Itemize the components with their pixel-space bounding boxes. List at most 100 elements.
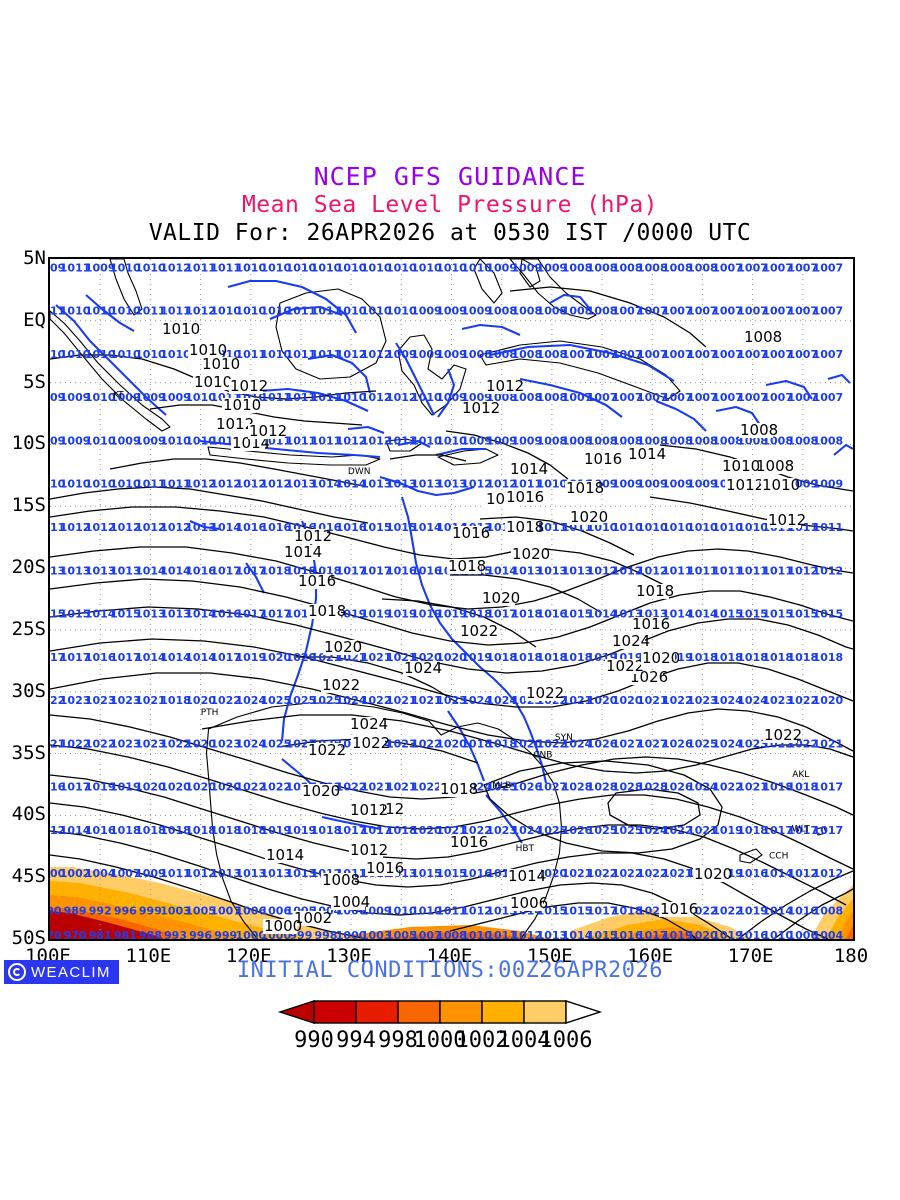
grid-pressure-value: 1008 [486, 348, 517, 361]
grid-pressure-value: 1013 [50, 564, 65, 577]
grid-pressure-value: 1020 [511, 737, 542, 750]
contour-label: 1012 [486, 377, 524, 395]
grid-pressure-value: 1019 [436, 608, 467, 621]
contour-label-group: 1014 [627, 445, 666, 463]
contour-label-group: 1016 [297, 572, 336, 590]
grid-pressure-value: 1009 [436, 348, 467, 361]
contour-label: 1012 [249, 422, 287, 440]
contour-label-group: 1008 [321, 871, 360, 889]
grid-pressure-value: 1011 [511, 478, 542, 491]
contour-label: 1016 [660, 900, 698, 918]
grid-pressure-value: 1007 [687, 391, 718, 404]
grid-pressure-value: 1026 [662, 737, 693, 750]
grid-pressure-value: 1017 [235, 564, 266, 577]
colorbar-tick-1004: 1004 [497, 1028, 551, 1053]
grid-pressure-value: 1025 [537, 824, 568, 837]
contour-label: 1022 [322, 676, 360, 694]
grid-pressure-value: 1019 [235, 651, 266, 664]
grid-pressure-value: 1018 [386, 824, 417, 837]
contour-label-group: 1016 [449, 833, 488, 851]
contour-label: 1018 [308, 602, 346, 620]
contour-label-group: 1020 [481, 589, 520, 607]
contour-label-group: 1012 [349, 841, 388, 859]
grid-pressure-value: 1019 [110, 781, 141, 794]
grid-pressure-value: 1010 [762, 929, 793, 939]
grid-pressure-value: 1010 [311, 261, 342, 274]
grid-pressure-value: 1010 [286, 261, 317, 274]
grid-pressure-value: 1020 [411, 651, 442, 664]
grid-pressure-value: 1011 [311, 305, 342, 318]
grid-pressure-value: 1025 [486, 781, 517, 794]
grid-pressure-value: 1019 [411, 608, 442, 621]
grid-pressure-value: 1007 [737, 391, 768, 404]
grid-pressure-value: 1008 [486, 305, 517, 318]
grid-pressure-value: 1018 [562, 651, 593, 664]
grid-pressure-value: 1010 [110, 305, 141, 318]
grid-pressure-value: 1023 [436, 694, 467, 707]
grid-pressure-value: 1008 [587, 261, 618, 274]
grid-pressure-value: 1013 [235, 867, 266, 880]
colorbar[interactable]: 990 994 998 1000 1002 1004 1006 [0, 998, 900, 1058]
grid-pressure-value: 1009 [461, 391, 492, 404]
grid-pressure-value: 1017 [336, 564, 367, 577]
grid-pressure-value: 1017 [762, 824, 793, 837]
grid-pressure-value: 1010 [85, 478, 116, 491]
contour-label-group: 1022 [525, 684, 564, 702]
grid-pressure-value: 1012 [185, 867, 216, 880]
contour-label: 1016 [506, 488, 544, 506]
contour-label-group: 1016 [505, 488, 544, 506]
contour-label-group: 1018 [505, 518, 544, 536]
grid-pressure-value: 1010 [235, 305, 266, 318]
map-plot-area[interactable]: 1009101110091010101010121011101110101010… [48, 257, 855, 941]
grid-pressure-value: 1012 [210, 478, 241, 491]
y-axis-tick-5N: 5N [23, 247, 46, 269]
grid-pressure-value: 1017 [60, 651, 91, 664]
grid-pressure-value: 1015 [587, 929, 618, 939]
contour-label-group: 1016 [631, 615, 670, 633]
contour-label: 1018 [506, 518, 544, 536]
grid-pressure-value: 1020 [160, 781, 191, 794]
grid-pressure-value: 1024 [712, 737, 743, 750]
grid-pressure-value: 1012 [60, 521, 91, 534]
grid-pressure-value: 1011 [712, 564, 743, 577]
grid-pressure-value: 970 [50, 929, 62, 939]
contour-label: 1026 [630, 668, 668, 686]
grid-pressure-value: 1011 [687, 564, 718, 577]
grid-pressure-value: 1018 [712, 651, 743, 664]
grid-pressure-value: 1016 [235, 521, 266, 534]
contour-label: 1012 [350, 801, 388, 819]
contour-label-group: 1002 [293, 909, 332, 927]
grid-pressure-value: 1009 [411, 305, 442, 318]
grid-pressure-value: 1009 [50, 261, 65, 274]
grid-pressure-value: 1006 [235, 904, 266, 917]
grid-pressure-value: 1014 [762, 867, 793, 880]
grid-pressure-value: 1017 [637, 929, 668, 939]
grid-pressure-value: 1018 [260, 564, 291, 577]
contour-label-group: 1012 [767, 511, 806, 529]
grid-pressure-value: 1016 [461, 867, 492, 880]
grid-pressure-value: 1021 [411, 694, 442, 707]
gridded-pressure-values: 1009101110091010101010121011101110101010… [50, 261, 844, 939]
grid-pressure-value: 1013 [537, 929, 568, 939]
colorbar-tick-990: 990 [294, 1028, 334, 1053]
grid-pressure-value: 1008 [612, 261, 643, 274]
grid-pressure-value: 988 [139, 929, 162, 939]
grid-pressure-value: 1025 [286, 694, 317, 707]
contour-label-group: 1020 [693, 865, 732, 883]
grid-pressure-value: 1018 [486, 651, 517, 664]
grid-pressure-value: 1009 [60, 391, 91, 404]
grid-pressure-value: 1007 [813, 391, 844, 404]
grid-pressure-value: 1008 [537, 391, 568, 404]
grid-pressure-value: 1010 [260, 261, 291, 274]
grid-pressure-value: 1023 [60, 694, 91, 707]
grid-pressure-value: 1024 [235, 737, 266, 750]
grid-pressure-value: 1022 [160, 737, 191, 750]
grid-pressure-value: 1019 [361, 608, 392, 621]
grid-pressure-value: 1015 [361, 521, 392, 534]
grid-pressure-value: 1015 [712, 608, 743, 621]
grid-pressure-value: 1015 [537, 904, 568, 917]
grid-pressure-value: 1017 [787, 824, 818, 837]
contour-label: 1020 [482, 589, 520, 607]
weaclim-badge[interactable]: WEACLIM [4, 960, 119, 984]
colorbar-cell [313, 1000, 357, 1024]
